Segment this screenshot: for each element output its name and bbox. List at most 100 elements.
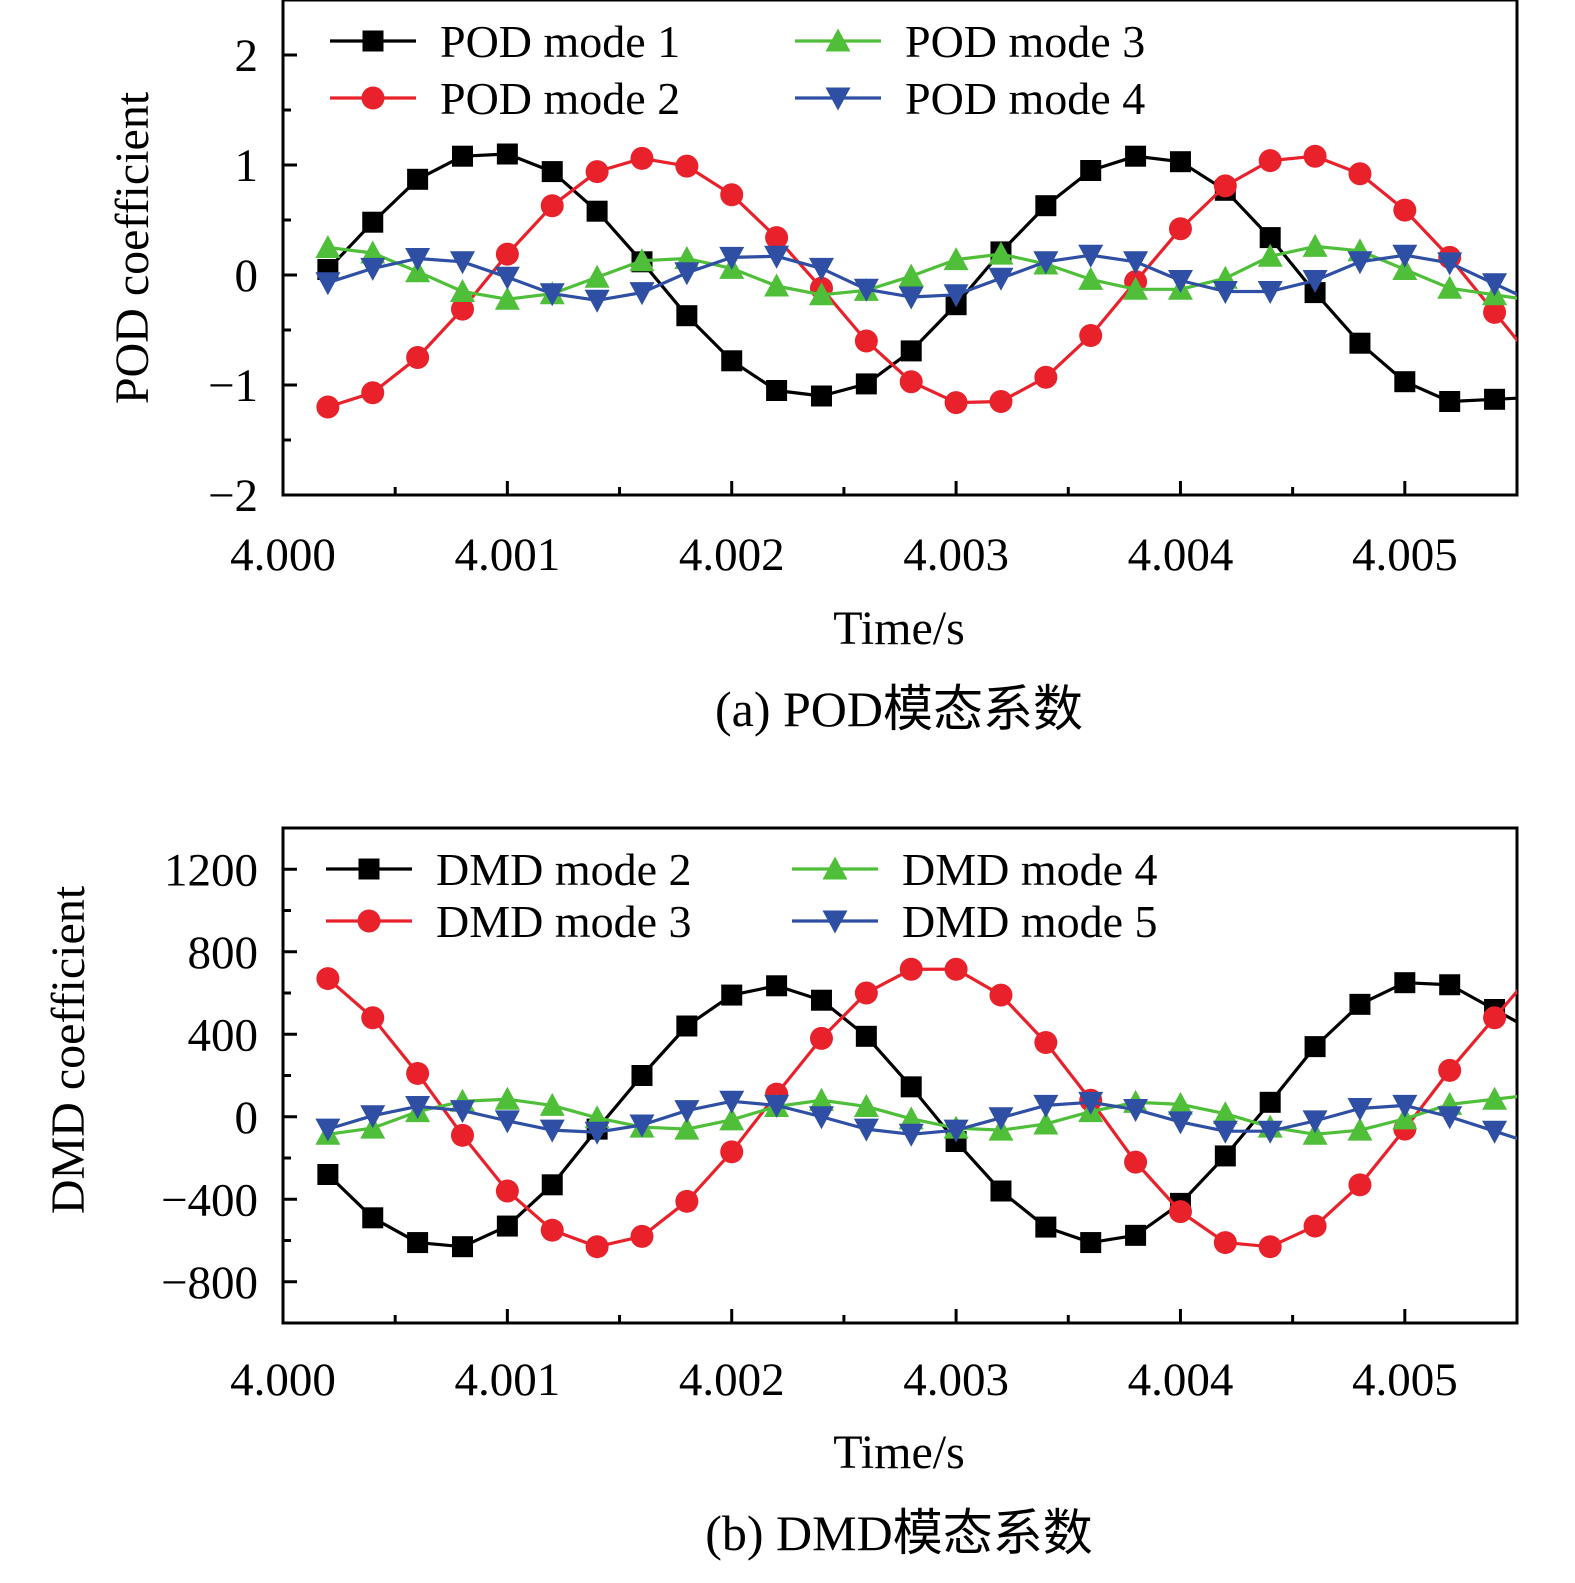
data-point	[1080, 160, 1102, 181]
data-point	[629, 282, 655, 306]
legend-label: POD mode 4	[905, 73, 1145, 124]
data-point	[1347, 251, 1373, 275]
x-tick-label: 4.005	[1352, 529, 1458, 581]
axis-ticks: 4.000 4.001 4.002 4.003 4.004 4.005 −800 −400 0 4…	[161, 844, 1458, 1406]
data-point	[719, 1090, 745, 1114]
data-point	[855, 1025, 877, 1047]
data-point	[1123, 276, 1149, 300]
data-point	[1482, 273, 1508, 297]
data-point	[1302, 270, 1328, 293]
legend-item: DMD mode 3	[326, 896, 692, 947]
legend-marker	[361, 86, 385, 110]
legend-label: DMD mode 5	[902, 896, 1158, 947]
y-tick-label: 1	[235, 140, 259, 192]
data-point	[808, 257, 834, 281]
data-point	[1167, 1111, 1193, 1135]
data-point	[494, 1086, 520, 1110]
legend-item: DMD mode 4	[792, 844, 1158, 895]
data-point	[450, 297, 474, 321]
data-point	[315, 272, 341, 296]
data-point	[1123, 1099, 1149, 1123]
data-point	[1079, 324, 1103, 347]
data-point	[1484, 388, 1506, 410]
data-point	[585, 1235, 609, 1259]
data-point	[719, 1107, 745, 1131]
y-tick-label: 1200	[164, 844, 258, 896]
y-tick-label: 2	[235, 30, 259, 82]
data-point	[1349, 993, 1371, 1015]
legend-label: POD mode 2	[440, 73, 680, 124]
data-point	[1482, 1120, 1508, 1144]
legend-label: POD mode 3	[905, 16, 1145, 67]
y-axis-label: POD coefficient	[106, 91, 159, 404]
legend-label: DMD mode 3	[436, 896, 692, 947]
series-line	[327, 1099, 1517, 1141]
data-point	[494, 266, 520, 290]
series-line	[327, 1095, 1517, 1136]
data-point	[449, 251, 475, 275]
legend-item: POD mode 1	[330, 16, 680, 67]
data-point	[944, 957, 968, 981]
data-point	[1214, 1145, 1236, 1167]
y-tick-label: −1	[208, 360, 258, 412]
x-tick-label: 4.001	[454, 1354, 560, 1406]
data-point	[1035, 195, 1057, 217]
data-point	[1080, 1232, 1102, 1254]
legend-marker	[822, 856, 848, 880]
chart-dmd-coefficients: 4.000 4.001 4.002 4.003 4.004 4.005 −800 −400 0 4…	[42, 826, 1519, 1561]
x-tick-label: 4.002	[679, 1354, 785, 1406]
data-point	[1437, 252, 1463, 276]
data-point	[808, 1087, 834, 1111]
y-tick-label: −2	[208, 470, 258, 522]
legend-item: DMD mode 2	[326, 844, 692, 895]
data-point	[1302, 1110, 1328, 1134]
data-point	[720, 1140, 744, 1164]
x-axis-label: Time/s	[833, 602, 965, 655]
x-tick-label: 4.004	[1128, 1354, 1234, 1406]
data-point	[1392, 257, 1418, 280]
data-point	[405, 248, 431, 271]
legend-item: POD mode 4	[795, 73, 1145, 124]
data-point	[495, 1179, 519, 1203]
data-point	[451, 145, 473, 167]
data-point	[585, 160, 609, 184]
data-point	[360, 257, 386, 281]
data-point	[1168, 217, 1192, 241]
legend-marker	[357, 909, 381, 933]
x-tick-label: 4.003	[903, 529, 1009, 581]
data-point	[1078, 1091, 1104, 1115]
x-tick-label: 4.004	[1128, 529, 1234, 581]
y-tick-label: 400	[188, 1009, 259, 1061]
data-point	[1258, 1235, 1282, 1259]
data-point	[766, 975, 788, 997]
data-point	[1212, 1120, 1238, 1144]
data-point	[810, 989, 832, 1011]
data-point	[1482, 1086, 1508, 1110]
series-dmd-mode-5	[315, 1090, 1517, 1147]
legend-marker	[825, 28, 851, 52]
data-point	[809, 1026, 833, 1050]
data-point	[361, 381, 385, 405]
data-point	[900, 340, 922, 362]
series-line	[326, 981, 1517, 1249]
data-point	[1439, 391, 1461, 412]
legend-item: POD mode 2	[330, 73, 680, 124]
data-point	[360, 240, 386, 264]
data-point	[1033, 251, 1059, 275]
axis-ticks: 4.000 4.001 4.002 4.003 4.004 4.005 −2 −1 0 1 2	[208, 30, 1458, 581]
y-tick-label: 800	[188, 927, 259, 979]
data-point	[854, 981, 878, 1005]
data-point	[630, 146, 654, 170]
data-point	[676, 305, 698, 327]
data-point	[854, 329, 878, 353]
data-point	[764, 273, 790, 297]
data-point	[1125, 145, 1147, 167]
data-point	[988, 1107, 1014, 1131]
data-point	[1259, 1091, 1281, 1113]
data-point	[1212, 1101, 1238, 1125]
y-axis-label: DMD coefficient	[42, 885, 95, 1214]
series-pod-mode-1	[317, 143, 1517, 412]
data-point	[898, 1123, 924, 1147]
